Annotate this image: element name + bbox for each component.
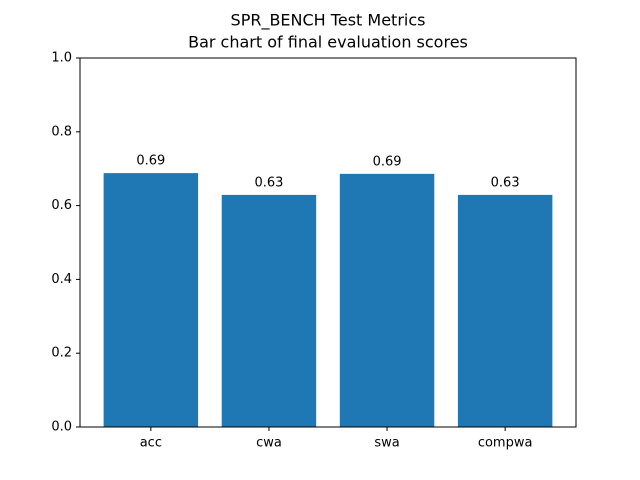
y-tick-label: 0.6 (51, 198, 72, 213)
value-label: 0.69 (136, 154, 165, 169)
x-tick-label: cwa (256, 436, 282, 451)
chart-subtitle: Bar chart of final evaluation scores (188, 33, 468, 52)
y-tick-label: 0.0 (51, 420, 72, 435)
plot-frame (79, 57, 577, 428)
y-tick-label: 1.0 (51, 51, 72, 66)
value-label: 0.69 (373, 154, 402, 169)
y-tick-label: 0.2 (51, 346, 72, 361)
value-label: 0.63 (491, 175, 520, 190)
bar (221, 194, 317, 427)
x-tick-label: compwa (478, 436, 533, 451)
x-tick-label: swa (374, 436, 399, 451)
x-tick-label: acc (140, 436, 162, 451)
y-tick-label: 0.4 (51, 272, 72, 287)
chart-title: SPR_BENCH Test Metrics (231, 11, 426, 31)
bar (457, 194, 553, 427)
y-tick-label: 0.8 (51, 124, 72, 139)
bar (339, 173, 435, 427)
value-label: 0.63 (254, 175, 283, 190)
bar (103, 173, 199, 427)
